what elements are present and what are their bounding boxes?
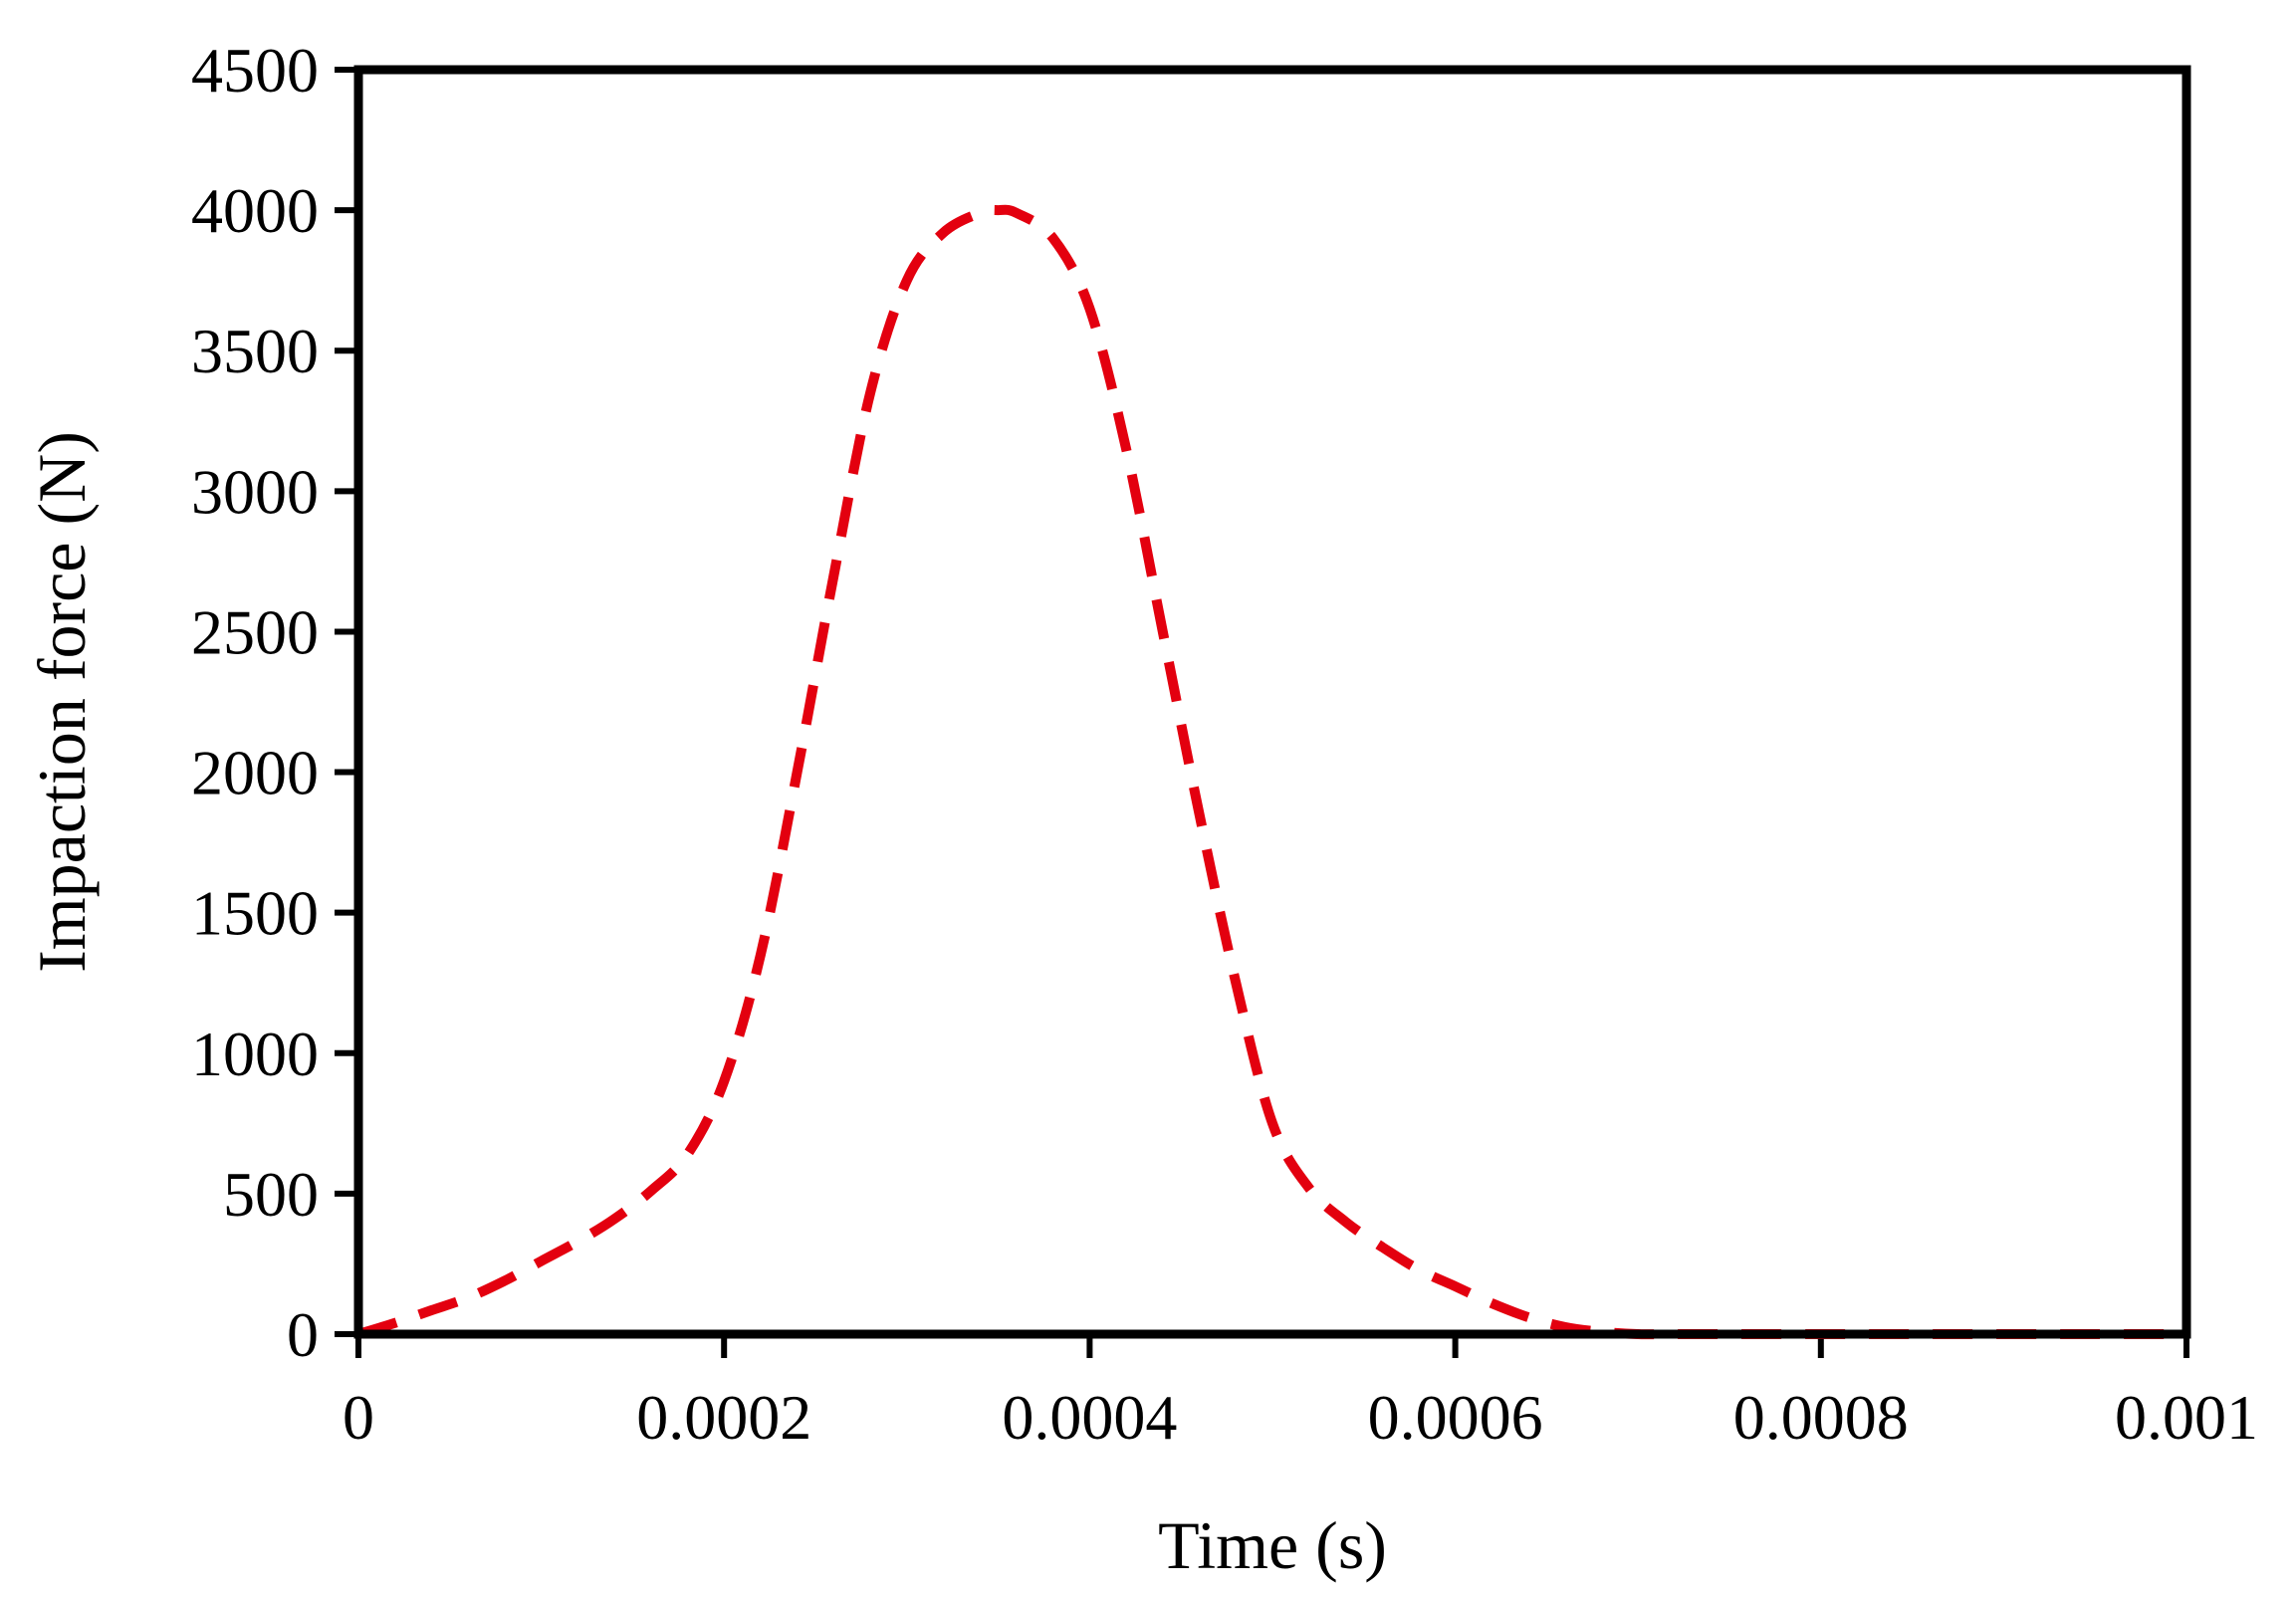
x-tick-label: 0.0002 bbox=[636, 1382, 811, 1453]
x-tick-label: 0.001 bbox=[2115, 1382, 2258, 1453]
x-tick-label: 0.0006 bbox=[1368, 1382, 1543, 1453]
y-tick-label: 1500 bbox=[191, 878, 319, 949]
y-tick-label: 1000 bbox=[191, 1019, 319, 1089]
impaction-force-line bbox=[356, 204, 2186, 1340]
x-axis-ticks: 0 0.0002 0.0004 0.0006 0.0008 0.001 bbox=[343, 1334, 2258, 1453]
x-axis-title: Time (s) bbox=[1158, 1507, 1387, 1583]
y-tick-label: 4000 bbox=[191, 175, 319, 246]
x-tick-label: 0 bbox=[343, 1382, 374, 1453]
y-tick-label: 0 bbox=[287, 1299, 319, 1370]
x-tick-label: 0.0008 bbox=[1733, 1382, 1909, 1453]
y-axis-title: Impaction force (N) bbox=[24, 431, 100, 973]
y-axis-ticks: 0 500 1000 1500 2000 2500 3000 3500 4000 4500 bbox=[191, 35, 358, 1370]
y-tick-label: 500 bbox=[223, 1159, 319, 1230]
x-tick-label: 0.0004 bbox=[1002, 1382, 1177, 1453]
y-tick-label: 2000 bbox=[191, 738, 319, 808]
plot-area-frame bbox=[353, 65, 2191, 1339]
y-tick-label: 2500 bbox=[191, 596, 319, 667]
y-tick-label: 4500 bbox=[191, 35, 319, 106]
y-tick-label: 3500 bbox=[191, 316, 319, 386]
y-tick-label: 3000 bbox=[191, 456, 319, 527]
